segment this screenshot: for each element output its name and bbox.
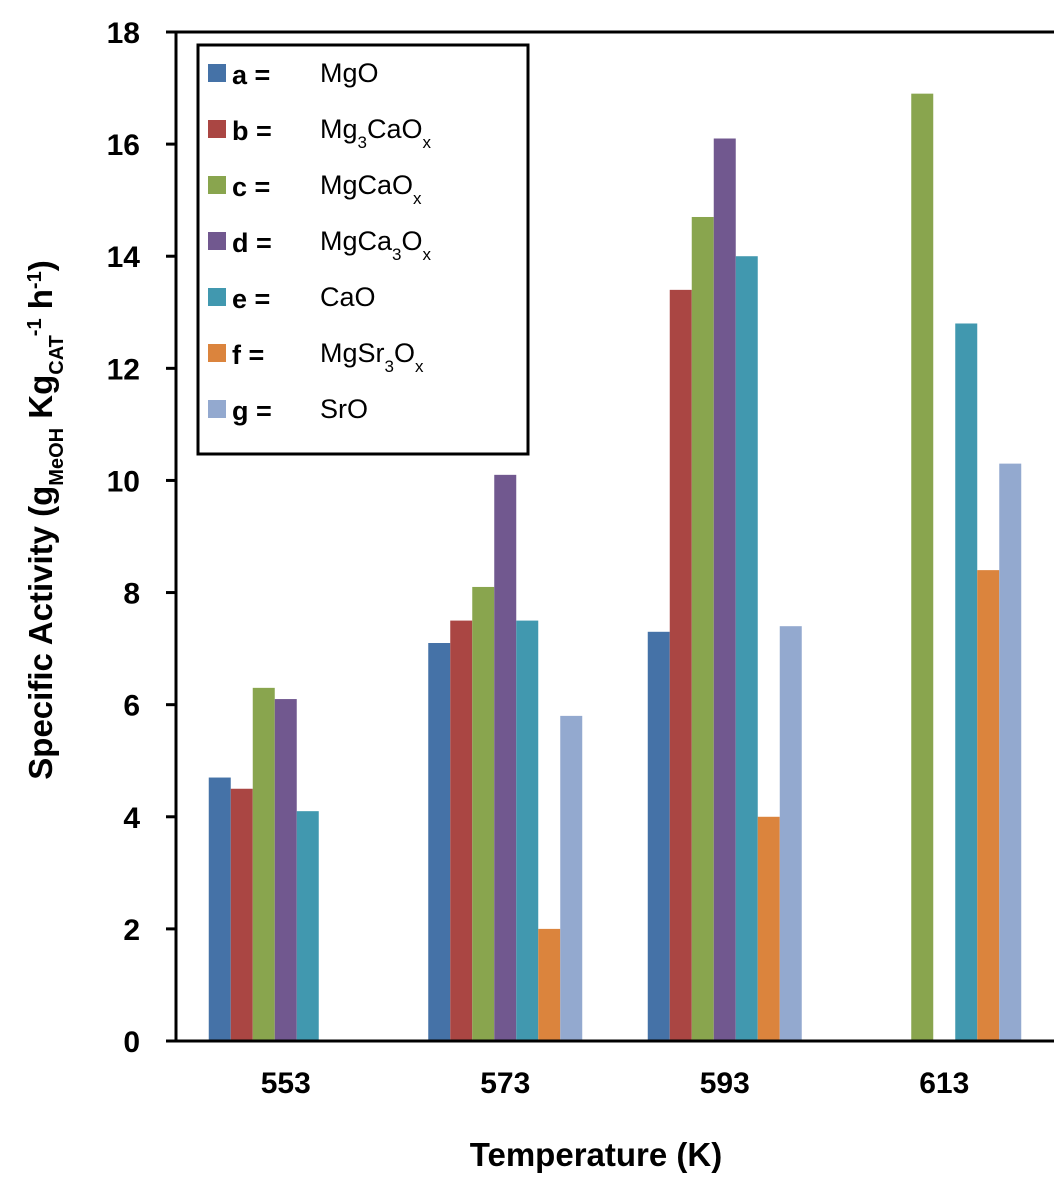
bar-c-613	[911, 93, 934, 1041]
legend-swatch-b	[208, 120, 226, 138]
bars-layer	[208, 93, 1022, 1042]
legend-label-b: Mg3CaOx	[320, 114, 432, 152]
bar-a-573	[428, 643, 451, 1041]
legend-swatch-a	[208, 64, 226, 82]
legend-key-d: d =	[232, 228, 272, 258]
y-tick-label: 16	[107, 129, 140, 162]
bar-e-613	[955, 323, 978, 1041]
legend-key-g: g =	[232, 396, 272, 426]
legend-key-b: b =	[232, 116, 272, 146]
legend-label-d: MgCa3Ox	[320, 226, 432, 264]
bar-a-593	[647, 631, 670, 1041]
x-axis-title: Temperature (K)	[470, 1136, 722, 1173]
y-tick-label: 6	[123, 690, 140, 723]
bar-f-573	[538, 928, 561, 1041]
y-tick-label: 0	[123, 1026, 140, 1059]
y-tick-label: 4	[123, 802, 140, 835]
bar-e-553	[296, 811, 319, 1041]
axes-layer	[174, 30, 1054, 1043]
y-tick-label: 14	[107, 241, 141, 274]
bar-d-593	[713, 138, 736, 1041]
legend-key-f: f =	[232, 340, 264, 370]
x-tick-label: 553	[261, 1067, 311, 1100]
bar-b-593	[669, 289, 692, 1041]
bar-f-613	[977, 570, 1000, 1041]
y-tick-label: 2	[123, 914, 140, 947]
legend-key-a: a =	[232, 60, 270, 90]
legend-swatch-f	[208, 344, 226, 362]
bar-f-593	[757, 816, 780, 1041]
bar-a-553	[208, 777, 231, 1041]
x-tick-label: 613	[919, 1067, 969, 1100]
y-tick-label: 8	[123, 578, 140, 611]
legend-label-e: CaO	[320, 282, 376, 312]
bar-e-573	[516, 620, 539, 1041]
legend-key-c: c =	[232, 172, 270, 202]
bar-c-573	[472, 586, 495, 1041]
legend-key-e: e =	[232, 284, 270, 314]
legend-swatch-d	[208, 232, 226, 250]
bar-c-593	[691, 216, 714, 1041]
y-tick-label: 10	[107, 465, 140, 498]
bar-e-593	[735, 256, 758, 1041]
bar-b-553	[230, 788, 253, 1041]
bar-b-573	[450, 620, 473, 1041]
y-axis-title: Specific Activity (gMeOH KgCAT-1 h-1)	[22, 260, 68, 779]
legend-label-g: SrO	[320, 394, 368, 424]
y-ticks: 0 2 4 6 8 10 12 14 16 18	[107, 17, 176, 1059]
x-ticks: 553 573 593 613	[261, 1067, 970, 1100]
legend-label-f: MgSr3Ox	[320, 338, 424, 376]
legend-label-c: MgCaOx	[320, 170, 422, 208]
bar-d-573	[494, 474, 517, 1042]
legend: a = MgO b = Mg3CaOx c = MgCaOx d = MgCa3Ox e = Ca…	[196, 43, 530, 456]
legend-label-a: MgO	[320, 58, 379, 88]
x-tick-label: 573	[480, 1067, 530, 1100]
bar-g-593	[779, 626, 802, 1041]
x-tick-label: 593	[700, 1067, 750, 1100]
legend-swatch-e	[208, 288, 226, 306]
legend-swatch-g	[208, 400, 226, 418]
bar-c-553	[252, 687, 275, 1041]
bar-g-573	[560, 715, 583, 1041]
legend-box	[196, 43, 530, 456]
bar-d-553	[274, 699, 297, 1041]
y-tick-label: 12	[107, 353, 140, 386]
legend-swatch-c	[208, 176, 226, 194]
y-tick-label: 18	[107, 17, 140, 50]
bar-g-613	[999, 463, 1022, 1041]
